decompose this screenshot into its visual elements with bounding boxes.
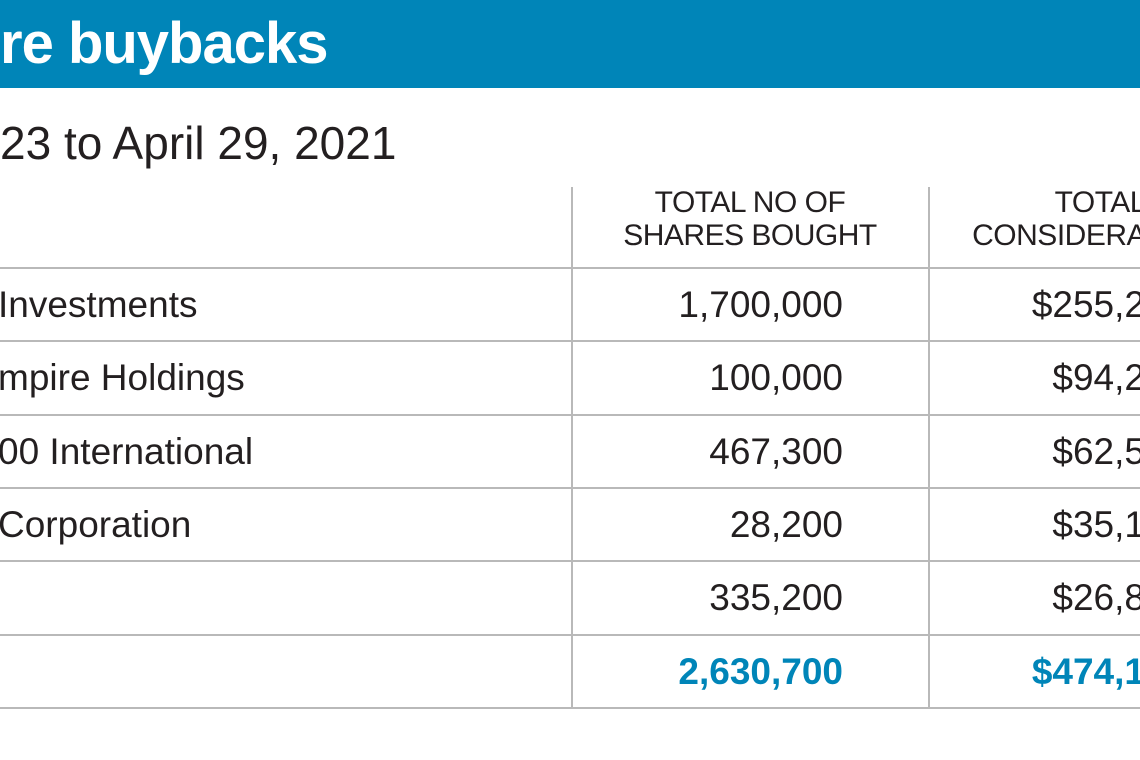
shares: 1,700,000 [678,284,843,325]
column-header: CONSIDERA [972,219,1140,252]
company: Investments [0,284,198,325]
consideration: $255,2 [1031,284,1140,325]
shares: 100,000 [709,357,843,398]
consideration: $26,8 [1052,577,1140,618]
divider [571,187,573,708]
banner: re buybacks [0,0,1140,88]
company: mpire Holdings [0,357,245,398]
shares: 467,300 [709,431,843,472]
consideration: $62,5 [1052,431,1140,472]
row-divider [0,340,1140,342]
shares: 2,630,700 [678,651,843,692]
company: 00 International [0,431,254,472]
shares: 28,200 [729,504,843,545]
company: Corporation [0,504,192,545]
shares: 335,200 [709,577,843,618]
subtitle: 23 to April 29, 2021 [0,117,397,169]
consideration: $94,2 [1052,357,1140,398]
divider [928,187,930,708]
row-divider [0,414,1140,416]
row-divider [0,634,1140,636]
row-divider [0,707,1140,709]
row-divider [0,487,1140,489]
column-header: SHARES BOUGHT [623,219,877,252]
column-header: TOTAL NO OF [654,186,846,219]
consideration: $35,1 [1052,504,1140,545]
consideration: $474,1 [1031,651,1140,692]
row-divider [0,560,1140,562]
column-header: TOTAL [1054,186,1140,219]
title: re buybacks [0,11,329,76]
row-divider [0,267,1140,269]
